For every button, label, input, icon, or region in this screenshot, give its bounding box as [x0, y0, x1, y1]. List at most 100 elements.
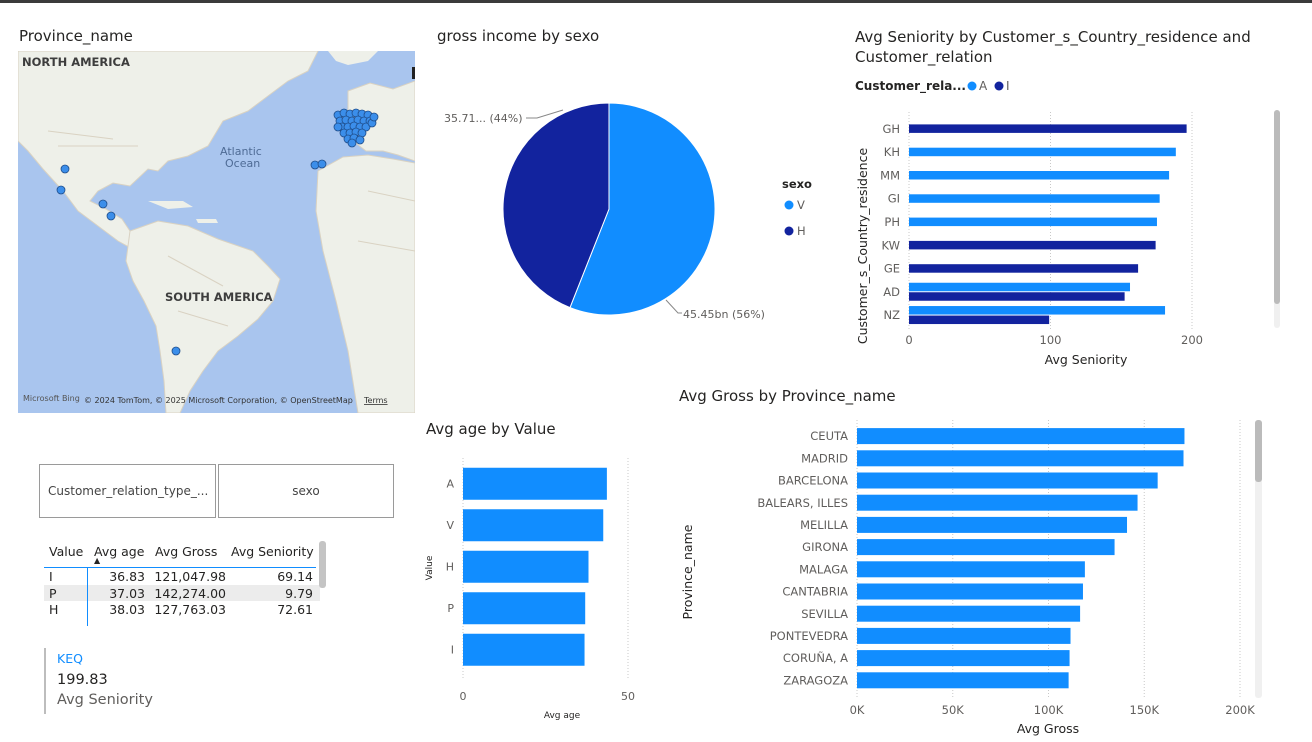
gross-bar[interactable]	[857, 605, 1081, 622]
seniority-bar-i[interactable]	[909, 124, 1187, 133]
map-points	[56, 108, 379, 356]
table-row[interactable]: P 37.03 142,274.00 9.79	[44, 584, 320, 601]
sexo-slicer[interactable]: sexo	[218, 464, 394, 518]
table-header-avg-gross[interactable]: Avg Gross	[155, 544, 218, 559]
age-chart[interactable]: Value Avg age A V H P I 0 50	[420, 448, 660, 728]
gross-bar[interactable]	[857, 539, 1115, 556]
seniority-bar-i[interactable]	[909, 292, 1125, 301]
gross-scroll-track[interactable]	[1255, 420, 1262, 698]
gross-x-ticks: 0K 50K 100K 150K 200K	[850, 703, 1256, 717]
seniority-bars	[909, 124, 1187, 325]
seniority-chart[interactable]: Customer_rela... A I Customer_s_Country_…	[850, 74, 1290, 374]
table-cell: I	[49, 569, 53, 584]
gross-bar[interactable]	[857, 672, 1069, 689]
age-bar[interactable]	[463, 509, 604, 542]
country-borders	[47, 130, 415, 327]
gross-chart-title: Avg Gross by Province_name	[679, 387, 896, 405]
bing-logo: Microsoft Bing	[23, 394, 80, 403]
gross-bar[interactable]	[857, 494, 1138, 511]
gross-bar[interactable]	[857, 472, 1158, 489]
seniority-bar-a[interactable]	[909, 217, 1157, 227]
seniority-bar-i[interactable]	[909, 315, 1050, 325]
seniority-legend-i-label[interactable]: I	[1006, 79, 1010, 93]
seniority-legend-a-label[interactable]: A	[979, 79, 988, 93]
table-header-avg-seniority[interactable]: Avg Seniority	[231, 544, 314, 559]
map-point[interactable]	[333, 122, 343, 132]
pie-chart[interactable]: 35.71... (44%) 45.45bn (56%) sexo V H	[420, 60, 830, 360]
seniority-bar-a[interactable]	[909, 194, 1160, 203]
seniority-bar-a[interactable]	[909, 147, 1176, 157]
gross-bar[interactable]	[857, 516, 1128, 533]
age-bar[interactable]	[463, 550, 589, 583]
seniority-legend-a-marker	[967, 81, 977, 91]
seniority-bar-a[interactable]	[909, 282, 1131, 292]
seniority-scrollbar[interactable]	[1274, 110, 1280, 304]
map-point[interactable]	[361, 122, 371, 132]
pie-legend-h-label[interactable]: H	[797, 224, 806, 238]
map-point[interactable]	[171, 346, 181, 356]
pie-legend-v-label[interactable]: V	[797, 198, 805, 212]
seniority-category-label: GI	[888, 192, 900, 206]
pie-legend-v-marker	[784, 200, 794, 210]
seniority-bar-i[interactable]	[909, 240, 1156, 250]
seniority-category-label: KW	[881, 238, 900, 252]
gross-bar[interactable]	[857, 627, 1071, 644]
gross-bar[interactable]	[857, 428, 1185, 445]
age-x-axis-title: Avg age	[544, 711, 581, 721]
gross-category-label: CEUTA	[810, 429, 848, 443]
gross-bar[interactable]	[857, 650, 1070, 667]
pie-legend-title: sexo	[782, 177, 812, 191]
seniority-bar-a[interactable]	[909, 306, 1166, 315]
seniority-x-ticks: 0 100 200	[905, 333, 1203, 347]
age-bar[interactable]	[463, 467, 607, 500]
seniority-bar-a[interactable]	[909, 171, 1170, 180]
gross-category-labels: CEUTA MADRID BARCELONA BALEARS, ILLES MELILL…	[757, 429, 848, 687]
gross-scrollbar[interactable]	[1255, 420, 1262, 482]
map-point[interactable]	[317, 159, 327, 169]
table-row[interactable]: H 38.03 127,763.03 72.61	[44, 601, 320, 618]
map-terms-link[interactable]: Terms	[363, 396, 388, 405]
table-cell: 69.14	[277, 569, 313, 584]
map-point[interactable]	[60, 164, 70, 174]
age-x-tick-label: 50	[621, 690, 635, 703]
gross-category-label: GIRONA	[802, 540, 848, 554]
table-header-underline	[44, 567, 316, 568]
sexo-slicer-label: sexo	[292, 484, 320, 498]
gross-x-tick-label: 50K	[942, 703, 965, 717]
province-map[interactable]: NORTH AMERICA SOUTH AMERICA Atlantic Oce…	[18, 51, 415, 413]
map-point[interactable]	[369, 112, 379, 122]
pie-leader-v	[665, 299, 682, 314]
customer-relation-slicer[interactable]: Customer_relation_type_...	[39, 464, 216, 518]
gross-category-label: BALEARS, ILLES	[757, 496, 848, 510]
seniority-category-label: MM	[880, 168, 900, 182]
map-point[interactable]	[56, 185, 66, 195]
pie-slice-v[interactable]	[569, 102, 716, 316]
seniority-y-axis-title: Customer_s_Country_residence	[855, 148, 870, 345]
table-header-value[interactable]: Value	[49, 544, 84, 559]
africa-land	[315, 154, 415, 413]
pie-label-v: 45.45bn (56%)	[683, 308, 765, 321]
seniority-legend-title: Customer_rela...	[855, 79, 966, 94]
kpi-card: KEQ 199.83 Avg Seniority	[44, 648, 204, 714]
pie-slice-h[interactable]	[502, 102, 610, 309]
map-point[interactable]	[106, 211, 116, 221]
greenland-land	[328, 51, 378, 65]
age-category-label: P	[447, 602, 454, 615]
sort-desc-icon[interactable]: ▲	[94, 556, 101, 565]
map-point[interactable]	[355, 135, 365, 145]
gross-chart[interactable]: Province_name Avg Gross CEUTA MADRID BARCE…	[660, 412, 1300, 742]
gross-bar[interactable]	[857, 450, 1184, 467]
map-point[interactable]	[347, 138, 357, 148]
map-point[interactable]	[98, 199, 108, 209]
table-scrollbar[interactable]	[319, 541, 326, 588]
gross-bar[interactable]	[857, 583, 1083, 600]
gross-bar[interactable]	[857, 561, 1085, 578]
age-bar[interactable]	[463, 633, 585, 666]
table-row[interactable]: I 36.83 121,047.98 69.14	[44, 568, 320, 585]
gross-x-axis-title: Avg Gross	[1017, 721, 1079, 736]
seniority-bar-i[interactable]	[909, 264, 1139, 273]
pie-legend-h-marker	[784, 226, 794, 236]
table-header-avg-age[interactable]: Avg age	[94, 544, 145, 559]
age-bar[interactable]	[463, 592, 586, 625]
map-edge-marker	[412, 67, 415, 79]
